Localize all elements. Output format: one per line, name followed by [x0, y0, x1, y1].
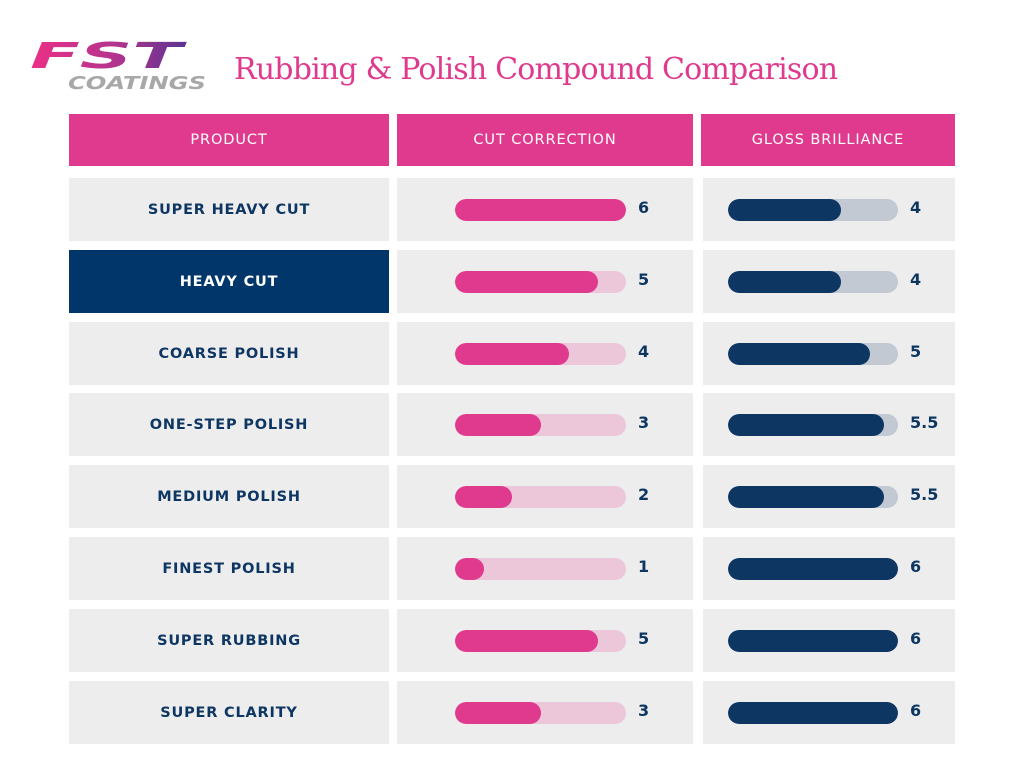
- product-name-super-heavy-cut: SUPER HEAVY CUT: [69, 178, 389, 241]
- product-name-one-step-polish: ONE-STEP POLISH: [69, 393, 389, 456]
- cut-correction-cell-one-step-polish: 3: [397, 393, 693, 456]
- cut-correction-cell-finest-polish: 1: [397, 537, 693, 600]
- gloss-brilliance-bar: [728, 343, 870, 365]
- header-cut-correction: CUT CORRECTION: [397, 114, 693, 166]
- gloss-brilliance-value: 4: [910, 270, 922, 289]
- cut-correction-bar-track: [455, 702, 626, 724]
- gloss-brilliance-cell-coarse-polish: 5: [703, 322, 955, 385]
- gloss-brilliance-bar-track: [728, 486, 898, 508]
- cut-correction-bar: [455, 702, 541, 724]
- gloss-brilliance-cell-heavy-cut: 4: [703, 250, 955, 313]
- gloss-brilliance-value: 4: [910, 198, 922, 217]
- cut-correction-cell-medium-polish: 2: [397, 465, 693, 528]
- gloss-brilliance-bar-track: [728, 199, 898, 221]
- cut-correction-value: 5: [638, 270, 650, 289]
- logo-wordmark-fst: FST: [30, 38, 187, 77]
- cut-correction-value: 4: [638, 342, 650, 361]
- fst-coatings-logo: FST COATINGS: [30, 38, 206, 94]
- gloss-brilliance-bar-track: [728, 558, 898, 580]
- cut-correction-bar-track: [455, 486, 626, 508]
- gloss-brilliance-cell-super-heavy-cut: 4: [703, 178, 955, 241]
- cut-correction-bar: [455, 630, 598, 652]
- cut-correction-value: 3: [638, 413, 650, 432]
- product-name-medium-polish: MEDIUM POLISH: [69, 465, 389, 528]
- gloss-brilliance-bar-track: [728, 343, 898, 365]
- product-name-finest-polish: FINEST POLISH: [69, 537, 389, 600]
- product-name-heavy-cut: HEAVY CUT: [69, 250, 389, 313]
- header-product: PRODUCT: [69, 114, 389, 166]
- gloss-brilliance-bar-track: [728, 702, 898, 724]
- logo-wordmark-coatings: COATINGS: [68, 73, 206, 94]
- cut-correction-value: 6: [638, 198, 650, 217]
- cut-correction-value: 5: [638, 629, 650, 648]
- cut-correction-bar-track: [455, 630, 626, 652]
- gloss-brilliance-bar: [728, 558, 898, 580]
- gloss-brilliance-cell-one-step-polish: 5.5: [703, 393, 955, 456]
- gloss-brilliance-value: 5.5: [910, 413, 939, 432]
- gloss-brilliance-bar: [728, 486, 884, 508]
- gloss-brilliance-cell-medium-polish: 5.5: [703, 465, 955, 528]
- cut-correction-bar: [455, 486, 512, 508]
- header-gloss-brilliance: GLOSS BRILLIANCE: [701, 114, 955, 166]
- cut-correction-cell-heavy-cut: 5: [397, 250, 693, 313]
- cut-correction-value: 1: [638, 557, 650, 576]
- gloss-brilliance-value: 6: [910, 629, 922, 648]
- gloss-brilliance-bar-track: [728, 414, 898, 436]
- cut-correction-bar-track: [455, 414, 626, 436]
- chart-title: Rubbing & Polish Compound Comparison: [234, 52, 838, 87]
- cut-correction-value: 3: [638, 701, 650, 720]
- gloss-brilliance-bar: [728, 414, 884, 436]
- gloss-brilliance-bar-track: [728, 271, 898, 293]
- gloss-brilliance-bar: [728, 199, 842, 221]
- gloss-brilliance-cell-finest-polish: 6: [703, 537, 955, 600]
- cut-correction-bar: [455, 343, 569, 365]
- cut-correction-bar-track: [455, 558, 626, 580]
- gloss-brilliance-bar: [728, 702, 898, 724]
- cut-correction-cell-super-heavy-cut: 6: [397, 178, 693, 241]
- product-name-coarse-polish: COARSE POLISH: [69, 322, 389, 385]
- gloss-brilliance-bar: [728, 271, 842, 293]
- cut-correction-value: 2: [638, 485, 650, 504]
- gloss-brilliance-value: 5: [910, 342, 922, 361]
- cut-correction-bar: [455, 558, 484, 580]
- cut-correction-bar-track: [455, 343, 626, 365]
- cut-correction-cell-coarse-polish: 4: [397, 322, 693, 385]
- cut-correction-cell-super-rubbing: 5: [397, 609, 693, 672]
- cut-correction-bar-track: [455, 271, 626, 293]
- cut-correction-bar: [455, 414, 541, 436]
- gloss-brilliance-value: 6: [910, 557, 922, 576]
- gloss-brilliance-cell-super-rubbing: 6: [703, 609, 955, 672]
- cut-correction-bar: [455, 271, 598, 293]
- gloss-brilliance-cell-super-clarity: 6: [703, 681, 955, 744]
- gloss-brilliance-value: 5.5: [910, 485, 939, 504]
- gloss-brilliance-bar: [728, 630, 898, 652]
- cut-correction-cell-super-clarity: 3: [397, 681, 693, 744]
- cut-correction-bar: [455, 199, 626, 221]
- gloss-brilliance-bar-track: [728, 630, 898, 652]
- cut-correction-bar-track: [455, 199, 626, 221]
- product-name-super-rubbing: SUPER RUBBING: [69, 609, 389, 672]
- gloss-brilliance-value: 6: [910, 701, 922, 720]
- product-name-super-clarity: SUPER CLARITY: [69, 681, 389, 744]
